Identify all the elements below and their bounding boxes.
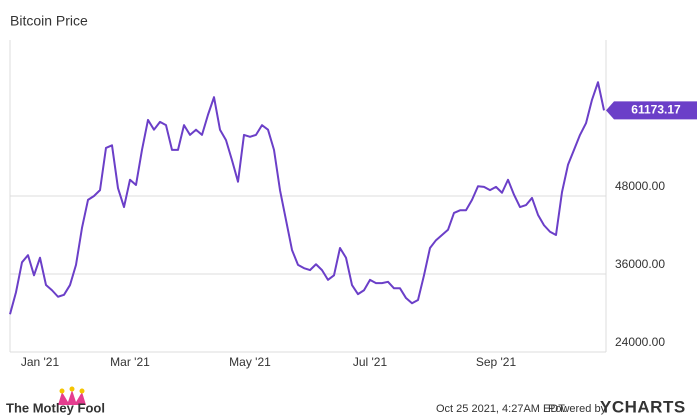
price-line (9, 81, 605, 315)
powered-by: Powered by (548, 403, 607, 415)
brand-logo (58, 386, 86, 405)
x-tick-label: Sep '21 (476, 355, 517, 369)
timestamp: Oct 25 2021, 4:27AM EDT. (436, 403, 567, 415)
x-tick-label: Mar '21 (110, 355, 150, 369)
x-tick-label: Jul '21 (353, 355, 388, 369)
provider-logo: YCHARTS (600, 397, 686, 416)
y-tick-label: 36000.00 (615, 257, 665, 271)
chart-title: Bitcoin Price (10, 13, 88, 29)
x-tick-label: May '21 (229, 355, 271, 369)
y-tick-label: 48000.00 (615, 179, 665, 193)
last-value-tag (606, 101, 697, 120)
brand-name: The Motley Fool (6, 400, 105, 415)
last-value-label: 61173.17 (631, 103, 681, 117)
x-tick-label: Jan '21 (21, 355, 60, 369)
y-tick-label: 24000.00 (615, 335, 665, 349)
